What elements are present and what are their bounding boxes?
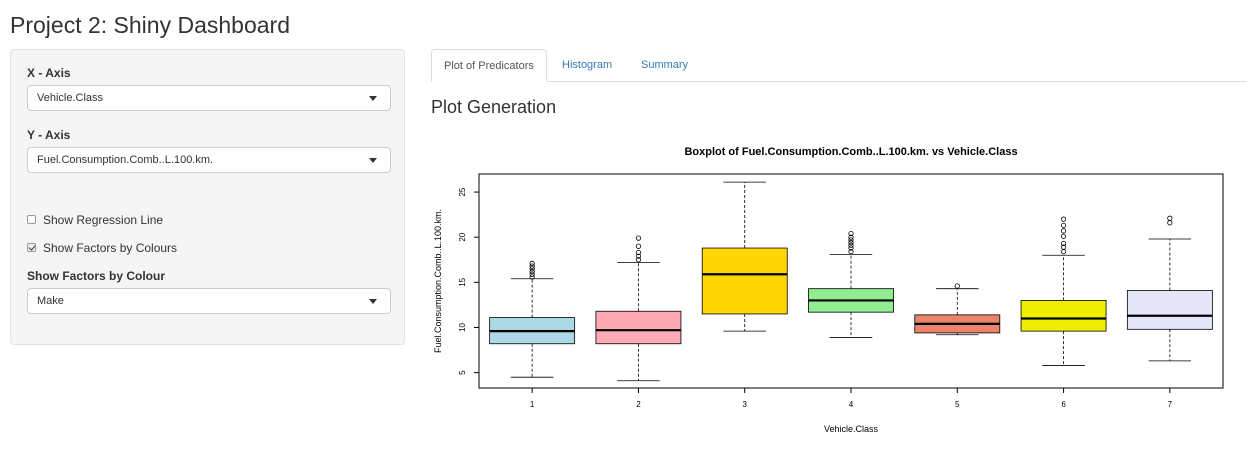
outlier-point	[1167, 215, 1173, 221]
outlier-point	[848, 234, 854, 240]
outlier-point	[848, 237, 854, 243]
chevron-down-icon	[369, 96, 377, 101]
x-tick-label: 7	[1168, 400, 1173, 409]
outlier-point	[848, 245, 854, 251]
outlier-point	[1060, 249, 1067, 255]
app-title: Project 2: Shiny Dashboard	[10, 12, 290, 38]
x-tick-label: 3	[742, 400, 747, 409]
factors-colours-checkbox[interactable]	[27, 243, 36, 252]
x-axis: 1 2 3 4 5 6 7	[530, 388, 1173, 409]
y-tick-label: 10	[458, 323, 467, 332]
x-tick-label: 2	[636, 400, 641, 409]
outlier-point	[1060, 233, 1067, 239]
chart-title: Boxplot of Fuel.Consumption.Comb..L.100.…	[684, 146, 1017, 158]
tab-plot-of-predicators[interactable]: Plot of Predicators	[431, 49, 547, 82]
colour-factor-select-value: Make	[37, 295, 64, 307]
outlier-point	[529, 260, 535, 266]
outlier-point	[635, 235, 642, 241]
outlier-point	[635, 249, 642, 256]
regression-line-label: Show Regression Line	[43, 213, 164, 227]
x-tick-label: 5	[955, 400, 960, 409]
y-tick-label: 5	[458, 370, 467, 375]
outlier-point	[848, 240, 854, 246]
x-axis-select-value: Vehicle.Class	[37, 92, 104, 104]
box-3	[701, 247, 788, 315]
outlier-point	[954, 283, 960, 289]
outlier-point	[635, 253, 642, 259]
outlier-point	[1060, 240, 1067, 247]
outlier-point	[529, 263, 535, 269]
x-axis-select[interactable]: Vehicle.Class	[27, 85, 391, 111]
y-axis-select[interactable]: Fuel.Consumption.Comb..L.100.km.	[27, 147, 391, 173]
outlier-point	[1060, 222, 1067, 229]
tab-summary[interactable]: Summary	[641, 59, 689, 71]
tab-histogram[interactable]: Histogram	[562, 59, 613, 71]
box-6	[1020, 300, 1107, 332]
box-2	[595, 310, 682, 345]
chevron-down-icon	[369, 299, 377, 304]
outlier-point	[1060, 216, 1067, 222]
y-tick-label: 20	[458, 232, 467, 241]
colour-factor-select[interactable]: Make	[27, 288, 391, 314]
y-tick-label: 25	[458, 187, 467, 196]
y-tick-label: 15	[458, 277, 467, 286]
outlier-point	[529, 268, 535, 275]
colour-factor-label: Show Factors by Colour	[27, 269, 166, 283]
outlier-point	[529, 274, 535, 280]
x-tick-label: 4	[849, 400, 854, 409]
factors-colours-label: Show Factors by Colours	[43, 241, 178, 255]
y-axis: 5 10 15 20 25	[458, 187, 479, 375]
x-axis-label: Vehicle.Class	[824, 424, 879, 434]
outlier-point	[635, 243, 642, 249]
outlier-point	[848, 230, 854, 237]
outlier-point	[635, 257, 642, 263]
box-7	[1126, 290, 1213, 330]
y-axis-label: Y - Axis	[27, 128, 71, 142]
y-axis-label: Fuel.Consumption.Comb..L.100.km.	[433, 209, 443, 353]
outlier-point	[529, 271, 535, 277]
outlier-point	[848, 249, 854, 255]
y-axis-select-value: Fuel.Consumption.Comb..L.100.km.	[37, 154, 214, 166]
outlier-point	[848, 242, 854, 248]
regression-line-checkbox[interactable]	[27, 215, 36, 224]
outlier-point	[1060, 244, 1067, 250]
x-tick-label: 6	[1061, 400, 1066, 409]
outlier-point	[529, 266, 535, 272]
x-tick-label: 1	[530, 400, 535, 409]
x-axis-label: X - Axis	[27, 66, 71, 80]
outlier-point	[1060, 228, 1067, 234]
chevron-down-icon	[369, 158, 377, 163]
outlier-point	[1167, 220, 1173, 226]
section-title: Plot Generation	[431, 97, 557, 117]
tab-bar: Plot of Predicators Histogram Summary	[431, 49, 1247, 82]
sidebar-panel: X - Axis Vehicle.Class Y - Axis Fuel.Con…	[10, 49, 405, 345]
boxplot-chart: Boxplot of Fuel.Consumption.Comb..L.100.…	[433, 146, 1224, 434]
boxes	[489, 181, 1213, 382]
